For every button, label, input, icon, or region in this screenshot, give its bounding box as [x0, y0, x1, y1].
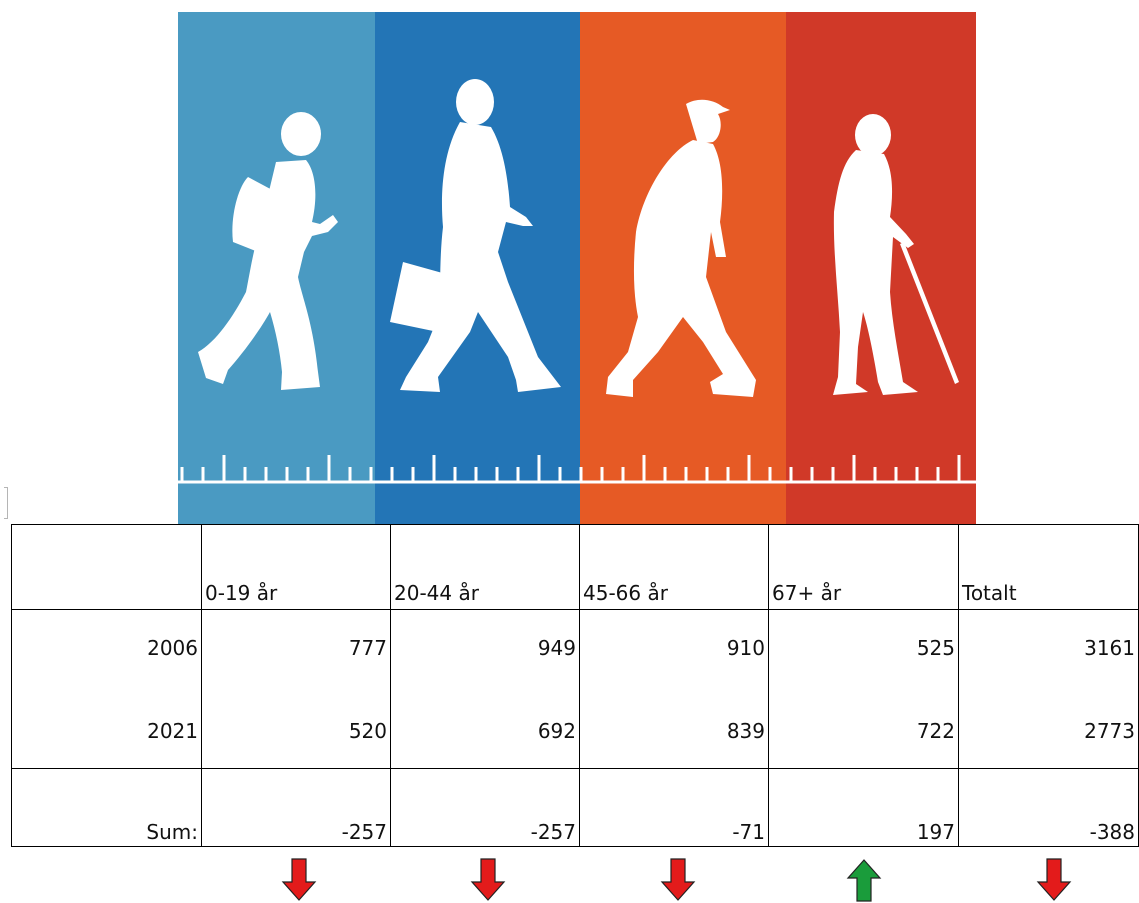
sum-45-66: -71: [579, 768, 769, 847]
value-2006-total: 3161: [1084, 636, 1135, 660]
header-cell-45-66: 45-66 år: [579, 524, 769, 610]
year-label-cell: 2006 2021: [11, 609, 202, 769]
sum-0-19: -257: [201, 768, 391, 847]
green-up-arrow-icon: [846, 859, 882, 902]
sum-total: -388: [958, 768, 1139, 847]
header-cell-blank: [11, 524, 202, 610]
header-cell-total: Totalt: [958, 524, 1139, 610]
year-label-2021: 2021: [147, 719, 198, 743]
walking-teen-with-phone-icon: [198, 112, 338, 390]
value-2021-45-66: 839: [726, 719, 765, 743]
trend-arrow-0-19: [281, 858, 317, 901]
header-cell-0-19: 0-19 år: [201, 524, 391, 610]
value-2021-67-plus: 722: [916, 719, 955, 743]
value-cell-0-19: 777 520: [201, 609, 391, 769]
trend-arrow-67-plus: [846, 859, 882, 902]
year-rows: 2006 2021 777 520 949 692 910 839 525 72…: [11, 609, 1139, 769]
value-2006-0-19: 777: [348, 636, 387, 660]
sum-67-plus: 197: [768, 768, 959, 847]
value-2021-total: 2773: [1084, 719, 1135, 743]
walking-adult-with-briefcase-icon: [390, 79, 561, 392]
value-2006-20-44: 949: [537, 636, 576, 660]
walking-older-adult-icon: [606, 99, 756, 397]
trend-arrow-total: [1036, 858, 1072, 901]
value-cell-total: 3161 2773: [958, 609, 1139, 769]
population-table: 0-19 år 20-44 år 45-66 år 67+ år Totalt …: [11, 524, 1139, 847]
header-row: 0-19 år 20-44 år 45-66 år 67+ år Totalt: [11, 524, 1139, 610]
year-label-2006: 2006: [147, 636, 198, 660]
walking-elderly-with-cane-icon: [833, 114, 959, 395]
value-cell-67-plus: 525 722: [768, 609, 959, 769]
text-cursor-mark: [4, 487, 8, 519]
header-cell-20-44: 20-44 år: [390, 524, 580, 610]
red-down-arrow-icon: [660, 858, 696, 901]
banner-artwork: [178, 79, 976, 484]
timeline-ruler: [178, 455, 976, 484]
value-2006-45-66: 910: [726, 636, 765, 660]
red-down-arrow-icon: [281, 858, 317, 901]
red-down-arrow-icon: [1036, 858, 1072, 901]
red-down-arrow-icon: [470, 858, 506, 901]
sum-label: Sum:: [11, 768, 202, 847]
trend-arrow-45-66: [660, 858, 696, 901]
value-2021-20-44: 692: [537, 719, 576, 743]
value-cell-45-66: 910 839: [579, 609, 769, 769]
value-cell-20-44: 949 692: [390, 609, 580, 769]
sum-row: Sum: -257 -257 -71 197 -388: [11, 768, 1139, 847]
header-cell-67-plus: 67+ år: [768, 524, 959, 610]
trend-arrow-20-44: [470, 858, 506, 901]
value-2006-67-plus: 525: [916, 636, 955, 660]
sum-20-44: -257: [390, 768, 580, 847]
value-2021-0-19: 520: [348, 719, 387, 743]
age-group-banner: [178, 12, 976, 524]
